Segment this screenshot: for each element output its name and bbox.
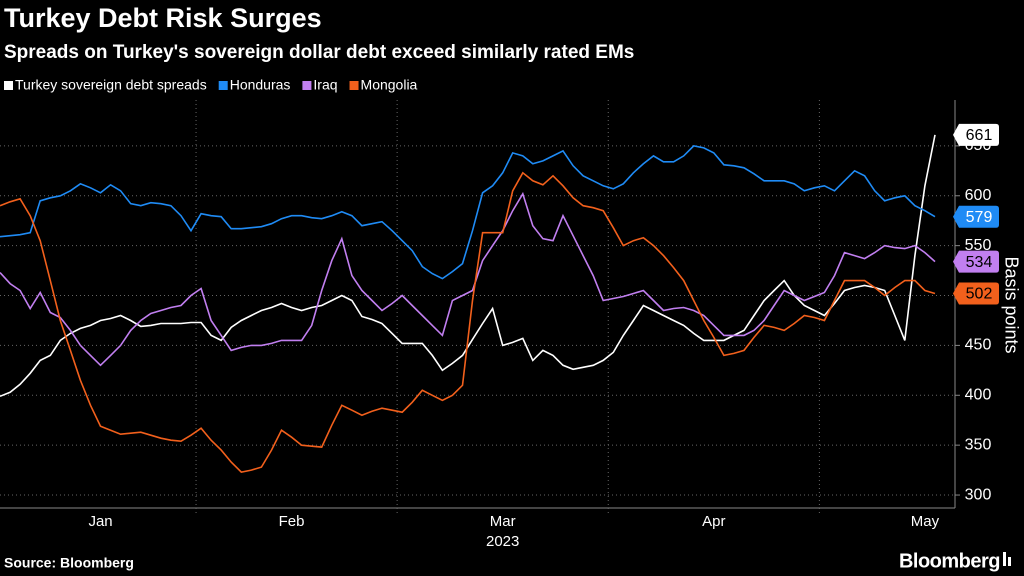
legend-swatch [4, 81, 13, 90]
y-tick-label: 450 [965, 337, 992, 354]
end-label: 661 [953, 123, 999, 146]
legend-swatch [302, 81, 312, 90]
y-tick-label: 600 [965, 187, 992, 204]
x-tick-label: Feb [279, 513, 305, 530]
x-tick-label: Mar [490, 513, 516, 530]
source: Source: Bloomberg [4, 555, 134, 571]
end-label: 534 [953, 250, 999, 273]
brand-icon [1003, 552, 1006, 566]
end-label-text: 661 [966, 127, 993, 144]
y-axis-title: Basis points [1001, 256, 1021, 353]
y-tick-label: 300 [965, 486, 992, 503]
end-label-text: 534 [966, 254, 993, 271]
series-line [0, 191, 936, 367]
x-tick-label: May [911, 513, 940, 530]
legend-label: Iraq [313, 77, 337, 93]
end-labels: 661 579 534 502 [953, 123, 999, 305]
brand-icon [1008, 557, 1011, 566]
legend-label: Mongolia [361, 77, 418, 93]
end-label-box [953, 205, 999, 228]
y-tick-label: 400 [965, 386, 992, 403]
end-label: 579 [953, 205, 999, 228]
brand: Bloomberg [899, 550, 1000, 572]
legend-label: Turkey sovereign debt spreads [15, 77, 207, 93]
end-label-box [953, 123, 999, 146]
series-line [0, 145, 936, 280]
end-label: 502 [953, 282, 999, 305]
chart-title: Turkey Debt Risk Surges [4, 3, 322, 33]
series-line [0, 171, 936, 473]
end-label-box [953, 282, 999, 305]
legend-swatch [218, 81, 228, 90]
chart-subtitle: Spreads on Turkey's sovereign dollar deb… [4, 42, 634, 63]
x-year-label: 2023 [486, 533, 519, 550]
legend: Turkey sovereign debt spreads Honduras Ira… [4, 77, 418, 93]
y-tick-label: 550 [965, 237, 992, 254]
plot [0, 134, 936, 473]
end-label-box [953, 250, 999, 273]
y-tick-label: 350 [965, 436, 992, 453]
legend-label: Honduras [230, 77, 291, 93]
x-tick-label: Apr [702, 513, 725, 530]
legend-swatch [349, 81, 359, 90]
end-label-text: 502 [966, 286, 993, 303]
x-tick-label: Jan [88, 513, 112, 530]
end-label-text: 579 [966, 209, 993, 226]
